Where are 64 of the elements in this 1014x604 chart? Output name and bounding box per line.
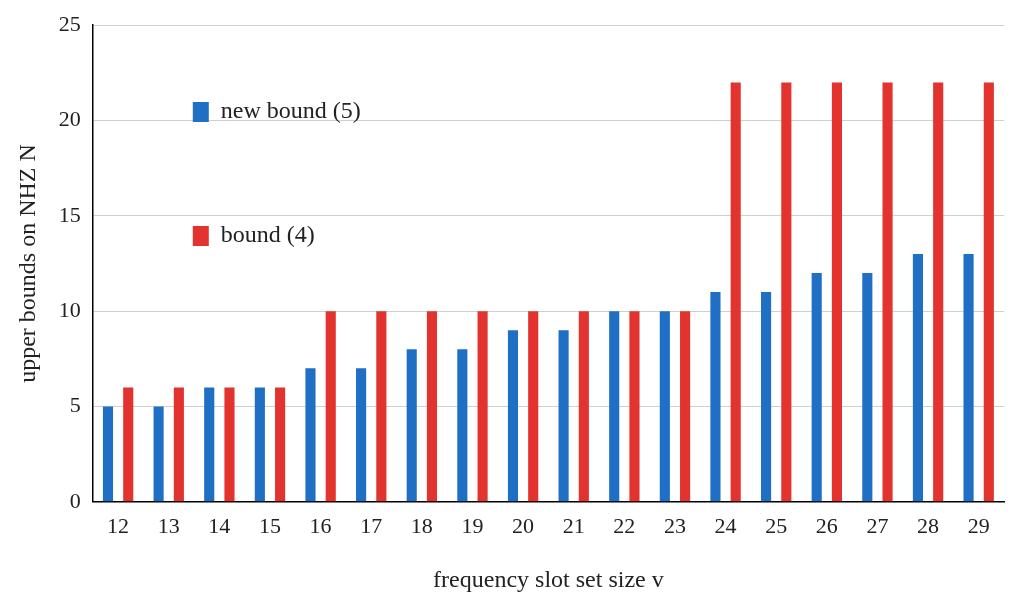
x-tick-label: 19	[461, 512, 484, 538]
bar	[629, 311, 640, 502]
bar	[963, 253, 974, 502]
x-tick-label: 13	[157, 512, 180, 538]
bar	[811, 273, 822, 502]
bar	[356, 368, 367, 502]
x-tick-label: 14	[208, 512, 231, 538]
x-tick-label: 17	[360, 512, 383, 538]
bar	[558, 330, 569, 502]
bar	[912, 253, 923, 502]
bar	[761, 292, 772, 502]
bar	[102, 406, 114, 502]
bar	[528, 311, 539, 502]
bar	[507, 330, 519, 502]
bar	[781, 82, 792, 502]
bar	[204, 387, 215, 502]
x-tick-label: 16	[309, 512, 332, 538]
y-axis-title: upper bounds on NHZ N	[13, 144, 40, 383]
bar	[254, 387, 265, 502]
bar	[305, 368, 316, 502]
bar	[933, 82, 944, 502]
x-tick-label: 29	[967, 512, 990, 538]
x-tick-label: 15	[258, 512, 281, 538]
bar	[275, 387, 286, 502]
bar	[710, 292, 721, 502]
x-tick-label: 25	[765, 512, 788, 538]
bar	[831, 82, 843, 502]
bar	[680, 311, 691, 502]
x-tick-label: 12	[107, 512, 130, 538]
y-tick-label: 15	[58, 201, 81, 227]
x-tick-label: 23	[663, 512, 686, 538]
y-tick-label: 20	[58, 106, 81, 132]
bar	[123, 387, 134, 502]
x-tick-label: 26	[815, 512, 838, 538]
bar	[173, 387, 184, 502]
bar	[376, 311, 387, 502]
bar	[153, 406, 164, 502]
y-tick-label: 0	[69, 487, 81, 513]
bar	[609, 311, 620, 502]
bar	[426, 311, 438, 502]
x-tick-label: 21	[562, 512, 585, 538]
bar	[325, 311, 336, 502]
x-tick-label: 24	[714, 512, 737, 538]
bar	[477, 311, 488, 502]
legend-label: bound (4)	[220, 221, 315, 248]
legend-label: new bound (5)	[220, 97, 361, 124]
y-tick-label: 5	[69, 392, 81, 418]
bar	[862, 273, 873, 502]
y-tick-label: 25	[58, 10, 81, 36]
x-tick-label: 27	[866, 512, 889, 538]
bar	[659, 311, 670, 502]
x-tick-label: 18	[410, 512, 433, 538]
x-tick-label: 28	[917, 512, 940, 538]
y-tick-label: 10	[58, 296, 81, 322]
x-tick-label: 22	[613, 512, 636, 538]
bar	[406, 349, 417, 502]
bar	[882, 82, 893, 502]
bar	[578, 311, 589, 502]
bar	[224, 387, 235, 502]
x-tick-label: 20	[512, 512, 535, 538]
bar	[457, 349, 468, 502]
x-axis-title: frequency slot set size v	[433, 565, 664, 592]
bar	[730, 82, 741, 502]
bar	[983, 82, 994, 502]
